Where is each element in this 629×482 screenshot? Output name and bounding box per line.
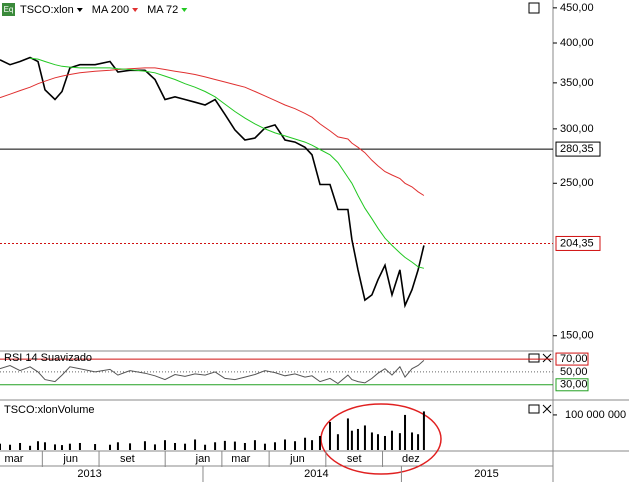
volume-bar — [422, 411, 425, 450]
x-tick-label: mar — [231, 453, 250, 465]
volume-bar — [263, 443, 266, 450]
volume-bar — [398, 433, 401, 450]
volume-bar — [204, 444, 207, 450]
legend-label: TSCO:xlon — [20, 4, 74, 16]
volume-bar — [350, 430, 353, 450]
volume-bar — [417, 434, 420, 450]
reference-label: 204,35 — [560, 237, 594, 249]
volume-bar — [78, 442, 81, 450]
close-buttons[interactable] — [528, 2, 552, 414]
volume-bar — [129, 443, 132, 450]
volume-bar — [53, 444, 56, 450]
x-tick-label: set — [347, 453, 362, 465]
icon-label: Eq — [4, 5, 14, 14]
volume-bar — [363, 425, 366, 450]
maximize-button[interactable] — [528, 404, 540, 414]
volume-bar — [311, 440, 314, 450]
y-tick-label: 250,00 — [560, 177, 594, 189]
volume-bar — [163, 440, 166, 450]
volume-bar — [273, 442, 276, 450]
volume-bar — [19, 442, 22, 450]
volume-bar — [184, 443, 187, 450]
volume-bar — [29, 445, 32, 450]
reference-label-box — [555, 235, 601, 251]
x-tick-label: 2015 — [474, 468, 498, 480]
x-tick-label: jun — [62, 453, 78, 465]
volume-bar — [370, 432, 373, 450]
series-line — [0, 56, 425, 309]
volume-bar — [284, 439, 287, 450]
icon — [2, 3, 15, 16]
legend-arrow — [181, 8, 188, 12]
y-tick-label: 30,00 — [560, 379, 588, 391]
volume-bar — [404, 414, 407, 450]
volume-bar — [304, 437, 307, 450]
volume-bar — [194, 439, 197, 450]
x-tick-label: 2013 — [77, 468, 101, 480]
x-tick-label: dez — [402, 453, 420, 465]
y-tick-label: 300,00 — [560, 123, 594, 135]
volume-bar — [356, 428, 359, 450]
x-tick-label: 2014 — [304, 468, 328, 480]
close-button[interactable] — [542, 404, 552, 414]
volume-bar — [411, 432, 414, 450]
close-button[interactable] — [542, 353, 552, 363]
volume-bar — [68, 443, 71, 450]
volume-bar — [0, 443, 1, 450]
volume-bar — [94, 444, 97, 450]
volume-bar — [318, 435, 321, 450]
volume-bar — [36, 441, 39, 450]
y-tick-label: 70,00 — [560, 353, 588, 365]
y-tick-label: 50,00 — [560, 366, 588, 378]
legend-label: MA 72 — [147, 4, 178, 16]
series-line — [30, 57, 425, 269]
x-tick-label: mar — [5, 453, 24, 465]
volume-bar — [390, 430, 393, 450]
x-tick-label: set — [120, 453, 135, 465]
highlight-annotation — [320, 403, 442, 475]
volume-bar — [153, 444, 156, 450]
legend-label: MA 200 — [92, 4, 129, 16]
reference-label: 280,35 — [560, 143, 594, 155]
tick-label-box — [555, 378, 589, 392]
y-tick-label: 450,00 — [560, 2, 594, 14]
legend-arrow — [76, 8, 83, 12]
volume-bar — [9, 444, 12, 450]
y-tick-label: 400,00 — [560, 37, 594, 49]
maximize-button[interactable] — [528, 353, 540, 363]
y-tick-label: 350,00 — [560, 77, 594, 89]
series-line — [0, 67, 425, 196]
tick-label-box — [555, 352, 589, 366]
volume-bar — [253, 440, 256, 450]
reference-label-box — [555, 141, 601, 157]
volume-bar — [214, 442, 217, 450]
volume-bar — [336, 434, 339, 450]
panel-title: TSCO:xlonVolume — [4, 404, 94, 416]
volume-bar — [383, 435, 386, 450]
volume-bar — [328, 421, 331, 450]
volume-bar — [174, 442, 177, 450]
volume-bar — [108, 444, 111, 450]
y-tick-label: 150,00 — [560, 330, 594, 342]
volume-bar — [346, 418, 349, 450]
y-tick-label: 100 000 000 — [565, 409, 626, 421]
volume-bar — [294, 441, 297, 450]
volume-bar — [223, 440, 226, 450]
x-tick-label: jan — [195, 453, 211, 465]
x-tick-label: jun — [289, 453, 305, 465]
volume-bar — [376, 434, 379, 450]
volume-bar — [233, 441, 236, 450]
panel-title: RSI 14 Suavizado — [4, 352, 92, 364]
legend-arrow — [132, 8, 139, 12]
volume-bar — [60, 445, 63, 450]
maximize-button[interactable] — [528, 2, 540, 14]
volume-bar — [116, 442, 119, 450]
volume-bar — [143, 441, 146, 450]
volume-bar — [43, 442, 46, 450]
series-line — [0, 360, 425, 385]
volume-bar — [243, 442, 246, 450]
